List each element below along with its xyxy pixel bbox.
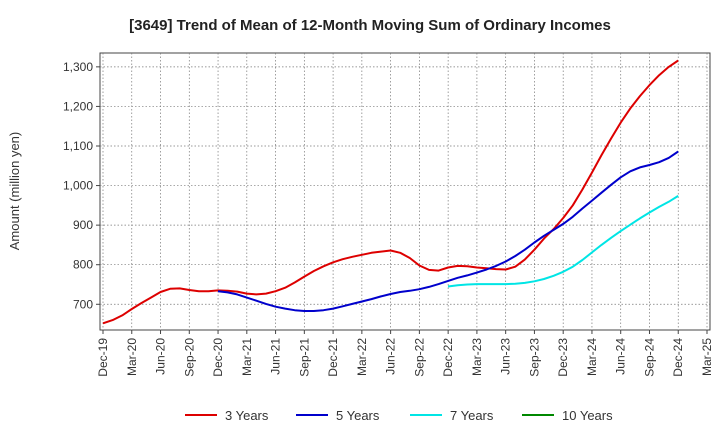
- y-tick-label: 700: [73, 297, 93, 311]
- y-tick-label: 1,200: [63, 99, 93, 113]
- y-tick-label: 800: [73, 258, 93, 272]
- y-tick-label: 1,300: [63, 60, 93, 74]
- series-line-5-years: [217, 150, 679, 312]
- x-tick-label: Sep-24: [642, 338, 656, 377]
- series-line-3-years: [102, 59, 679, 325]
- series-line-7-years: [447, 195, 679, 288]
- legend-label-7-years: 7 Years: [450, 408, 494, 423]
- x-tick-label: Dec-22: [441, 338, 455, 377]
- series-lines: [102, 59, 679, 325]
- y-tick-label: 1,100: [63, 139, 93, 153]
- legend-label-5-years: 5 Years: [336, 408, 380, 423]
- x-tick-label: Mar-21: [240, 338, 254, 376]
- x-tick-label: Jun-23: [499, 338, 513, 375]
- grid: [100, 53, 710, 330]
- x-tick-label: Mar-20: [125, 338, 139, 376]
- legend-label-3-years: 3 Years: [225, 408, 269, 423]
- x-tick-label: Sep-23: [527, 338, 541, 377]
- x-tick-label: Dec-20: [211, 338, 225, 377]
- x-tick-label: Jun-22: [384, 338, 398, 375]
- x-tick-label: Dec-24: [671, 338, 685, 377]
- y-axis-label: Amount (million yen): [7, 132, 22, 251]
- legend: 3 Years 5 Years 7 Years 10 Years: [185, 408, 613, 423]
- x-tick-label: Sep-21: [297, 338, 311, 377]
- y-tick-label: 900: [73, 218, 93, 232]
- x-tick-label: Mar-22: [355, 338, 369, 376]
- x-tick-label: Dec-21: [326, 338, 340, 377]
- x-tick-label: Jun-21: [269, 338, 283, 375]
- x-tick-label: Dec-23: [556, 338, 570, 377]
- chart-title: [3649] Trend of Mean of 12-Month Moving …: [129, 17, 611, 34]
- x-tick-label: Jun-20: [154, 338, 168, 375]
- x-tick-label: Sep-20: [182, 338, 196, 377]
- x-axis: Dec-19 Mar-20 Jun-20 Sep-20 Dec-20 Mar-21 Jun-…: [96, 330, 714, 377]
- y-axis: 700 800 900 1,000 1,100 1,200 1,300: [63, 60, 100, 311]
- x-tick-label: Mar-25: [700, 338, 714, 376]
- y-tick-label: 1,000: [63, 179, 93, 193]
- x-tick-label: Mar-24: [585, 338, 599, 376]
- plot-area: [99, 52, 711, 331]
- x-tick-label: Dec-19: [96, 338, 110, 377]
- x-tick-label: Jun-24: [614, 338, 628, 375]
- x-tick-label: Mar-23: [470, 338, 484, 376]
- x-tick-label: Sep-22: [412, 338, 426, 377]
- legend-label-10-years: 10 Years: [562, 408, 613, 423]
